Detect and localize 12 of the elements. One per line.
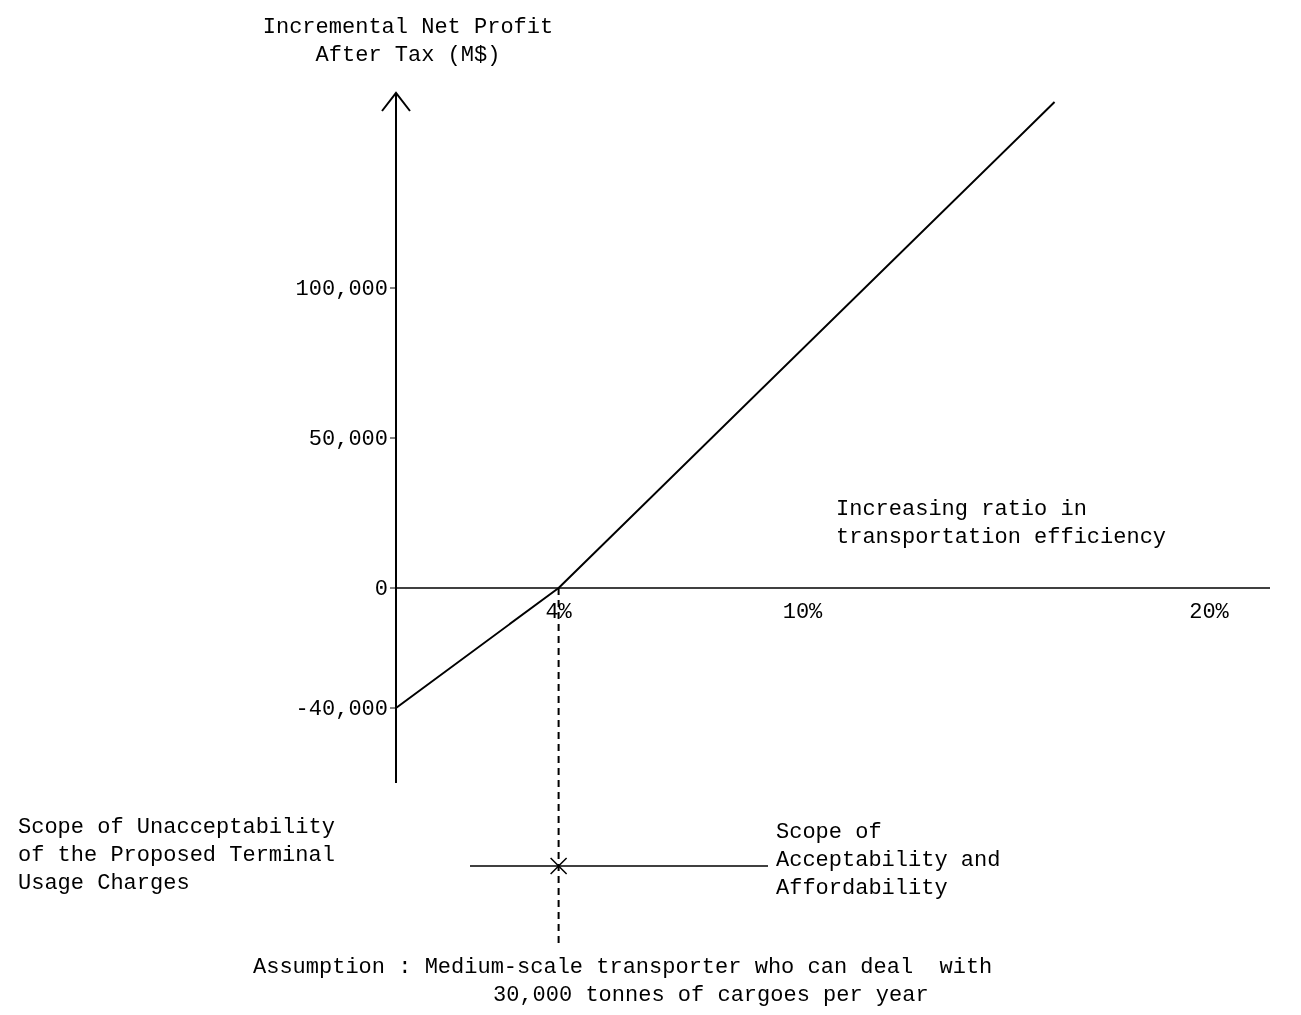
x-axis-title: Increasing ratio in transportation efficiency bbox=[836, 497, 1167, 550]
text: Scope of Acceptability and Affordability bbox=[776, 820, 1001, 901]
y-tick-label: -40,000 bbox=[295, 697, 388, 722]
x-tick-label: 20% bbox=[1189, 600, 1230, 625]
y-axis-title: Incremental Net Profit After Tax (M$) bbox=[262, 15, 554, 68]
y-tick-label: 50,000 bbox=[308, 427, 388, 452]
y-tick-label: 0 bbox=[374, 577, 388, 602]
text: Assumption : Medium-scale transporter who can deal with 30,000 tonnes of cargoes per year bbox=[253, 955, 993, 1008]
y-tick-label: 100,000 bbox=[295, 277, 388, 302]
text: Scope of Unacceptability of the Proposed Terminal Usage Charges bbox=[18, 815, 335, 896]
x-tick-label: 10% bbox=[782, 600, 824, 625]
x-tick-label: 4% bbox=[545, 600, 573, 625]
